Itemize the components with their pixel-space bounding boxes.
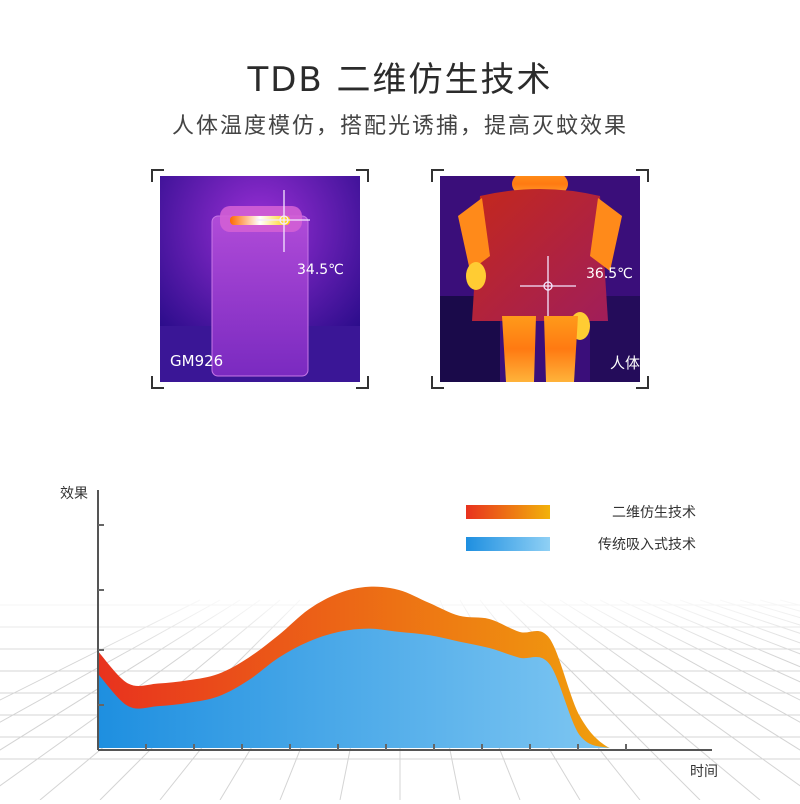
- page-title: TDB 二维仿生技术: [247, 60, 553, 100]
- temperature-readout: 34.5℃: [297, 262, 344, 278]
- legend-swatch-1: [466, 537, 550, 551]
- thermal-card-device: 34.5℃ GM926: [150, 168, 370, 390]
- thermal-image-human: 36.5℃ 人体: [440, 176, 640, 382]
- effect-chart: 效果 时间 二维仿生技术传统吸入式技术: [0, 470, 800, 801]
- legend-swatch-0: [466, 505, 550, 519]
- thermal-caption: 人体: [610, 354, 640, 372]
- y-axis-label: 效果: [60, 486, 88, 502]
- corner-brackets: [151, 169, 369, 389]
- thermal-caption: GM926: [170, 352, 224, 370]
- page-subtitle: 人体温度模仿，搭配光诱捕，提高灭蚊效果: [171, 114, 628, 139]
- temperature-readout: 36.5℃: [586, 266, 633, 282]
- corner-brackets: [431, 169, 649, 389]
- thermal-card-human: 36.5℃ 人体: [430, 168, 650, 390]
- series-area-1: [98, 628, 700, 748]
- legend-label-0: 二维仿生技术: [612, 505, 696, 521]
- x-axis-label: 时间: [690, 764, 718, 780]
- legend-label-1: 传统吸入式技术: [598, 537, 696, 553]
- thermal-image-device: 34.5℃ GM926: [160, 176, 360, 382]
